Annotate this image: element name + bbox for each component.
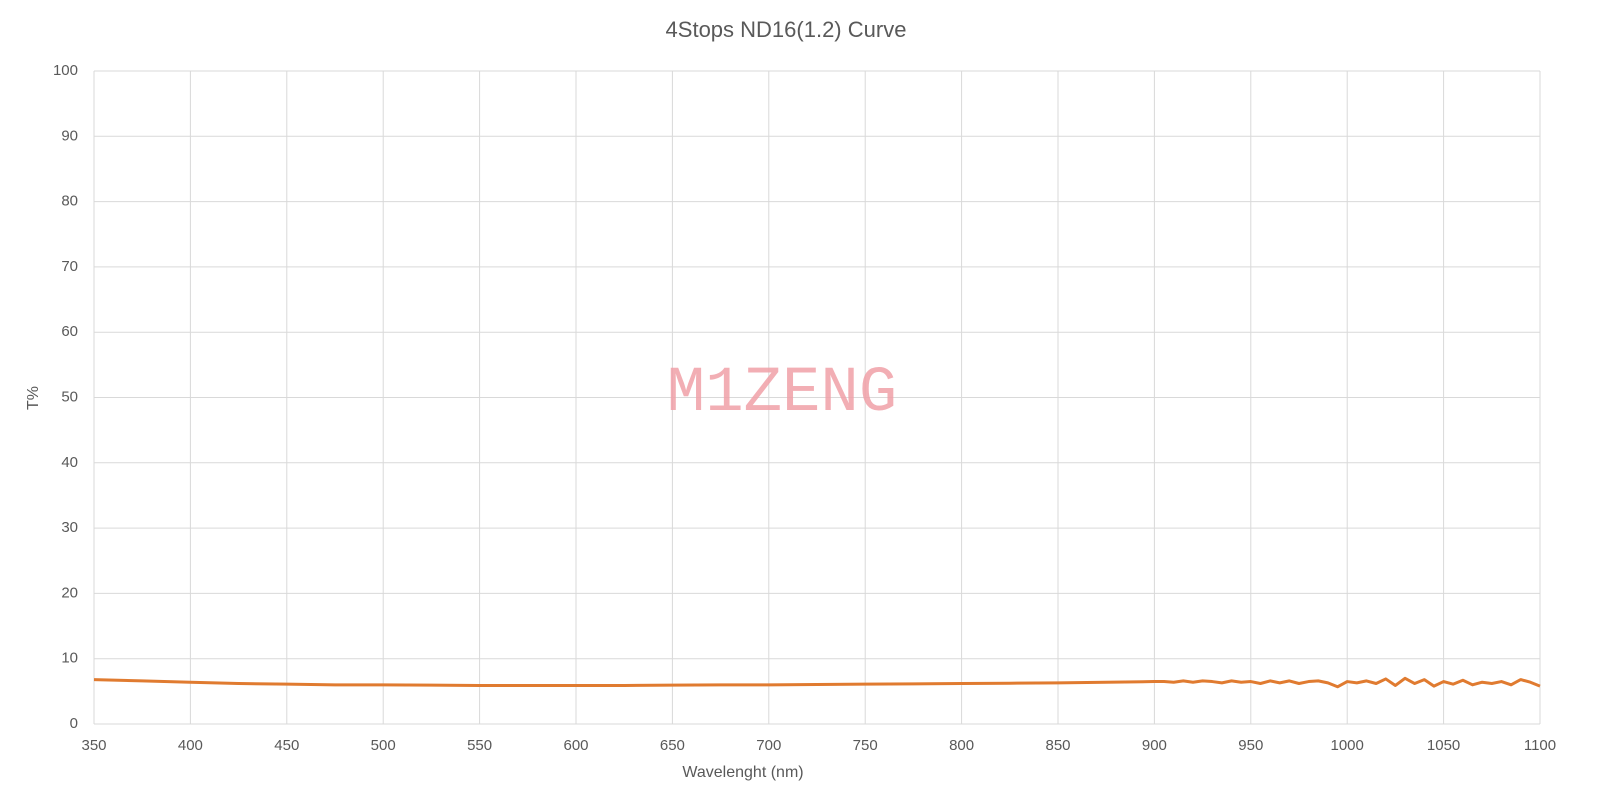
- y-tick-label: 50: [61, 388, 78, 405]
- x-tick-label: 700: [756, 737, 781, 754]
- x-tick-label: 550: [467, 737, 492, 754]
- x-tick-label: 1050: [1427, 737, 1460, 754]
- y-tick-label: 30: [61, 519, 78, 536]
- x-tick-label: 450: [274, 737, 299, 754]
- y-tick-label: 80: [61, 193, 78, 210]
- x-tick-label: 950: [1238, 737, 1263, 754]
- y-tick-label: 20: [61, 584, 78, 601]
- y-tick-label: 60: [61, 323, 78, 340]
- chart-title: 4Stops ND16(1.2) Curve: [666, 17, 907, 42]
- watermark: M1ZENG: [667, 358, 897, 430]
- data-line: [93, 676, 1541, 689]
- x-tick-label: 500: [371, 737, 396, 754]
- x-tick-label: 400: [178, 737, 203, 754]
- y-axis-label: T%: [25, 386, 42, 410]
- y-tick-label: 70: [61, 258, 78, 275]
- x-tick-label: 750: [853, 737, 878, 754]
- y-tick-label: 0: [70, 715, 78, 732]
- x-tick-label: 800: [949, 737, 974, 754]
- x-tick-label: 650: [660, 737, 685, 754]
- x-tick-label: 850: [1045, 737, 1070, 754]
- x-tick-label: 1000: [1331, 737, 1364, 754]
- x-axis-label: Wavelenght (nm): [682, 764, 803, 781]
- y-tick-label: 10: [61, 650, 78, 667]
- x-tick-label: 1100: [1524, 737, 1556, 754]
- y-tick-label: 90: [61, 127, 78, 144]
- y-tick-label: 100: [53, 62, 78, 79]
- y-tick-label: 40: [61, 454, 78, 471]
- x-tick-label: 900: [1142, 737, 1167, 754]
- x-tick-label: 350: [81, 737, 106, 754]
- x-tick-label: 600: [563, 737, 588, 754]
